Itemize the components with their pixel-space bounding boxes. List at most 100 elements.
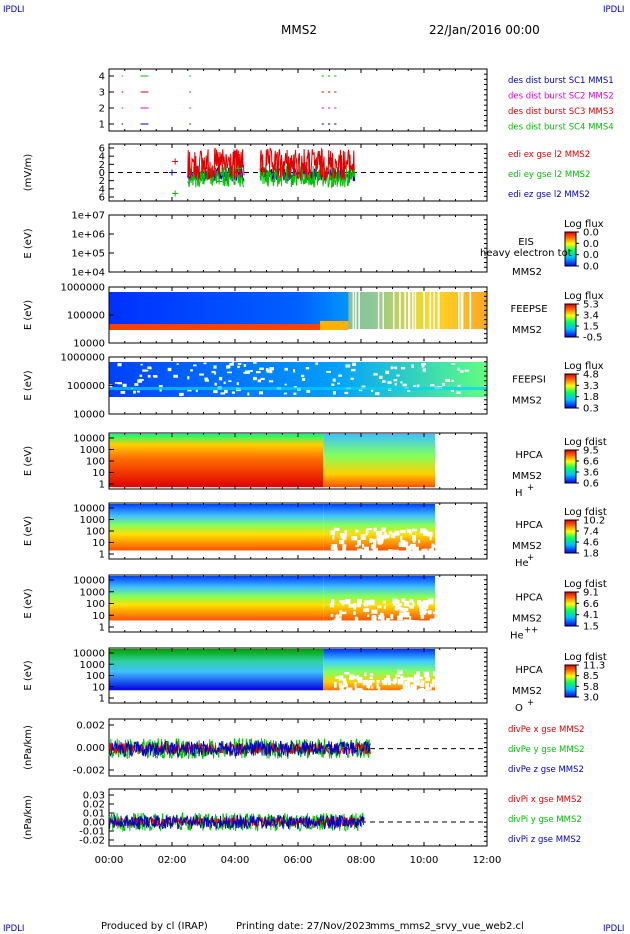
- data-gap: [404, 600, 410, 607]
- legend-entry: divPi y gse MMS2: [508, 815, 582, 825]
- data-gap: [458, 292, 460, 329]
- data-gap: [146, 369, 149, 372]
- data-gap: [120, 390, 126, 394]
- data-gap: [356, 548, 363, 551]
- colorbar-tick-label: 3.6: [583, 468, 599, 479]
- data-gap: [460, 292, 463, 329]
- data-gap: [410, 689, 416, 692]
- species-label: He: [510, 631, 524, 642]
- data-gap: [399, 607, 405, 612]
- data-gap: [412, 292, 414, 329]
- data-gap: [394, 530, 400, 536]
- data-gap: [387, 534, 391, 537]
- data-gap: [432, 611, 438, 615]
- y-tick-label: 1000000: [60, 283, 105, 294]
- data-gap: [423, 292, 425, 329]
- data-gap: [326, 370, 331, 373]
- data-gap: [409, 616, 412, 623]
- data-gap: [147, 374, 151, 378]
- colorbar-tick-label: 5.3: [583, 300, 599, 311]
- data-gap: [139, 374, 143, 377]
- data-gap: [343, 683, 348, 688]
- colorbar-tick-label: -0.5: [583, 333, 603, 344]
- data-gap: [338, 675, 344, 681]
- legend-entry: divPe x gse MMS2: [508, 725, 585, 735]
- data-gap: [283, 392, 287, 395]
- data-gap: [117, 363, 122, 367]
- data-gap: [380, 612, 384, 619]
- data-gap: [358, 292, 360, 329]
- species-charge: +: [527, 698, 534, 708]
- data-gap: [140, 363, 143, 366]
- data-gap: [333, 681, 337, 688]
- y-tick-label: 100000: [67, 311, 105, 322]
- data-gap: [432, 679, 435, 684]
- data-gap: [390, 614, 394, 620]
- data-gap: [461, 292, 464, 329]
- data-gap: [226, 365, 229, 369]
- x-axis: 00:00 02:00 04:00 06:00 08:00 10:00 12:00: [95, 855, 502, 866]
- data-gap: [431, 544, 438, 548]
- data-gap: [253, 376, 257, 381]
- data-gap: [451, 363, 455, 365]
- data-gap: [410, 620, 416, 623]
- legend-entry: des dist burst SC4 MMS4: [508, 123, 614, 133]
- data-gap: [375, 392, 380, 396]
- data-gap: [243, 364, 247, 367]
- data-gap: [457, 384, 461, 388]
- colorbar-tick-label: 0.3: [583, 404, 599, 415]
- colorbar-tick-label: 4.1: [583, 610, 599, 621]
- y-tick-label: 1: [99, 120, 105, 131]
- data-gap: [211, 370, 216, 374]
- data-gap: [428, 548, 434, 552]
- colorbar-title: Log fdist: [564, 507, 607, 518]
- data-gap: [353, 611, 356, 616]
- data-gap: [237, 362, 242, 365]
- y-tick-label: 0.03: [83, 791, 105, 802]
- data-gap: [268, 380, 274, 383]
- data-gap: [360, 549, 366, 556]
- data-gap: [401, 598, 406, 602]
- data-gap: [411, 535, 416, 541]
- data-gap: [362, 544, 365, 548]
- colorbar-tick-label: 0.0: [583, 228, 599, 239]
- colorbar-tick-label: 9.1: [583, 588, 599, 599]
- y-tick-label: 3: [99, 88, 105, 99]
- data-gap: [382, 292, 384, 329]
- data-gap: [369, 676, 373, 680]
- data-gap: [382, 682, 388, 685]
- y-tick-label: 0.002: [76, 721, 105, 732]
- data-gap: [408, 292, 410, 329]
- x-tick-label: 08:00: [347, 855, 376, 866]
- data-gap: [334, 618, 337, 622]
- data-gap: [231, 391, 235, 394]
- data-gap: [413, 385, 417, 388]
- data-gap: [430, 384, 435, 387]
- data-gap: [179, 392, 184, 396]
- data-gap: [371, 389, 374, 393]
- data-gap: [408, 531, 412, 535]
- data-gap: [357, 539, 361, 546]
- data-gap: [134, 383, 139, 386]
- data-gap: [418, 539, 421, 544]
- x-tick-label: 10:00: [410, 855, 439, 866]
- y-axis-label: E (eV): [23, 516, 34, 546]
- data-gap: [422, 548, 428, 551]
- data-gap: [434, 599, 438, 604]
- data-gap: [427, 598, 434, 604]
- data-gap: [451, 379, 455, 382]
- data-gap: [412, 602, 415, 606]
- y-axis-label: E (eV): [23, 370, 34, 400]
- data-gap: [329, 603, 335, 608]
- data-gap: [122, 383, 127, 387]
- data-gap: [388, 549, 393, 555]
- data-gap: [342, 546, 346, 553]
- data-gap: [133, 390, 136, 394]
- data-gap: [400, 381, 403, 384]
- data-gap: [284, 383, 287, 386]
- y-tick-label: 2: [99, 160, 105, 171]
- data-gap: [331, 383, 335, 386]
- colorbar-title: Log fdist: [564, 579, 607, 590]
- y-tick-label: 2: [99, 176, 105, 187]
- colorbar-tick-label: 6.6: [583, 599, 599, 610]
